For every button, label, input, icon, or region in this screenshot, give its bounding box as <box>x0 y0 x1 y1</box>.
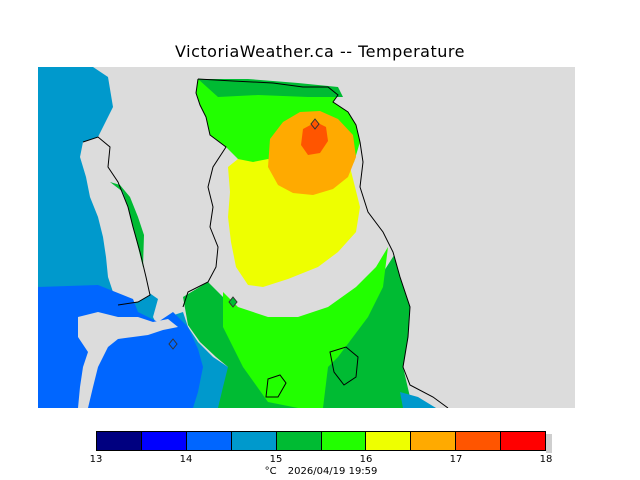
land-strip <box>80 137 150 305</box>
legend-bar <box>96 431 546 451</box>
color-legend <box>96 431 552 453</box>
legend-ticks: 13 14 15 16 17 18 <box>90 454 553 468</box>
legend-swatch <box>97 432 142 450</box>
contour-15-16-strip <box>110 182 144 267</box>
legend-swatch <box>321 432 367 450</box>
legend-tick-label: 13 <box>89 454 103 465</box>
legend-swatch <box>186 432 232 450</box>
legend-swatch <box>366 432 412 450</box>
legend-swatch <box>411 432 457 450</box>
map-canvas <box>38 67 575 408</box>
coastline-west <box>82 136 151 306</box>
unit-label: °C <box>264 466 277 477</box>
coastline-central-west <box>182 78 227 308</box>
contour-13-14-southwest <box>38 285 203 408</box>
legend-swatch <box>276 432 322 450</box>
legend-swatch <box>456 432 502 450</box>
land-inlet <box>78 312 178 408</box>
contour-16-17-yellow <box>228 159 360 287</box>
island <box>329 346 359 386</box>
legend-tick-label: 17 <box>449 454 463 465</box>
legend-tick-label: 18 <box>539 454 553 465</box>
map-title: VictoriaWeather.ca -- Temperature <box>175 42 465 61</box>
contour-14-15-southeast <box>400 392 436 408</box>
legend-swatch <box>501 432 546 450</box>
station-marker[interactable] <box>228 296 238 308</box>
land-east <box>343 67 575 408</box>
legend-tick-label: 14 <box>179 454 193 465</box>
coastline-north <box>197 78 361 143</box>
temperature-map <box>38 67 575 408</box>
station-marker[interactable] <box>168 338 178 350</box>
contour-16-17-band <box>223 247 388 408</box>
timestamp: 2026/04/19 19:59 <box>287 466 378 477</box>
legend-swatch <box>231 432 277 450</box>
map-footer: °C 2026/04/19 19:59 <box>96 466 546 477</box>
contour-hot-spot <box>301 122 328 155</box>
legend-tick-label: 16 <box>359 454 373 465</box>
island <box>265 374 287 398</box>
legend-shadow <box>546 434 552 453</box>
station-marker[interactable] <box>310 118 320 130</box>
legend-swatch <box>141 432 187 450</box>
contour-north-edge <box>198 79 343 97</box>
legend-tick-label: 15 <box>269 454 283 465</box>
coastline-east <box>359 141 449 408</box>
